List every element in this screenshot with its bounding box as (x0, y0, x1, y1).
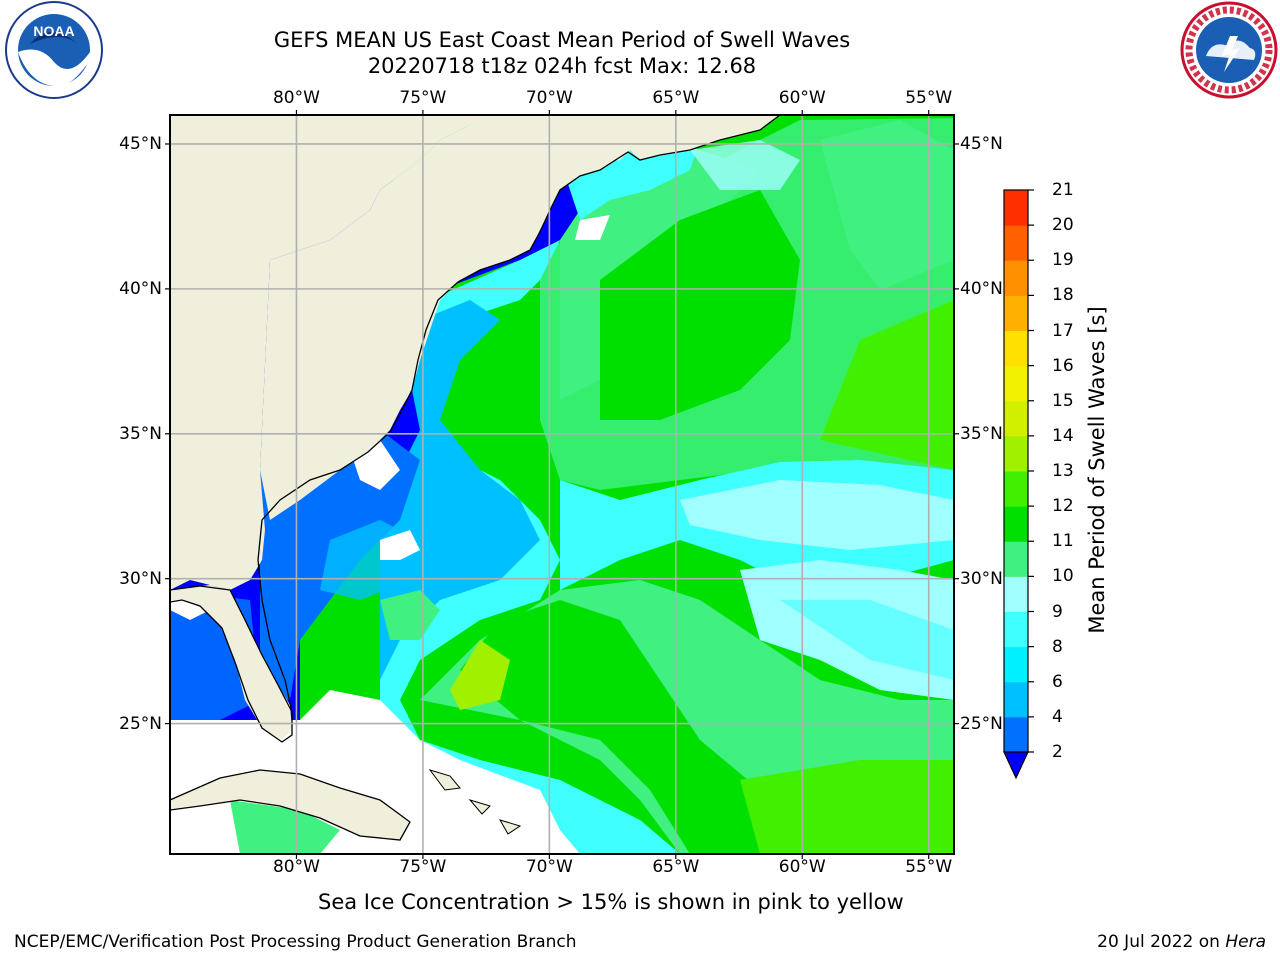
colorbar-tick-label: 8 (1052, 636, 1063, 657)
lat-tick-label-left: 25°N (119, 713, 162, 734)
credit-text: NCEP/EMC/Verification Post Processing Pr… (14, 932, 577, 952)
machine-name: Hera (1225, 932, 1266, 952)
colorbar-segment (1004, 400, 1028, 437)
colorbar-segment (1004, 225, 1028, 261)
colorbar-segment (1004, 190, 1028, 226)
lat-tick-label-right: 45°N (960, 133, 1003, 154)
colorbar-segment (1004, 330, 1028, 367)
map-frame (169, 114, 955, 855)
noaa-logo: NOAA (5, 1, 103, 99)
colorbar-tick-label: 2 (1052, 742, 1063, 762)
colorbar-tick-label: 4 (1052, 706, 1063, 727)
map-field (170, 115, 954, 854)
lat-tick-label-right: 30°N (960, 568, 1003, 589)
colorbar-segment (1004, 365, 1028, 402)
lon-tick-label-bottom: 55°W (905, 857, 953, 877)
lon-tick-label-bottom: 75°W (399, 857, 447, 877)
lon-tick-label-top: 75°W (399, 88, 447, 108)
lat-tick-label-left: 35°N (119, 423, 162, 444)
colorbar-tick-label: 21 (1052, 180, 1074, 200)
colorbar-tick-label: 18 (1052, 285, 1074, 306)
lat-tick-label-right: 35°N (960, 423, 1003, 444)
lat-tick-label-left: 45°N (119, 133, 162, 154)
noaa-logo-text: NOAA (33, 23, 74, 39)
lon-tick-label-top: 80°W (272, 88, 320, 108)
sea-ice-note: Sea Ice Concentration > 15% is shown in … (318, 890, 904, 914)
lat-tick-label-left: 40°N (119, 278, 162, 299)
lon-tick-label-bottom: 60°W (778, 857, 826, 877)
chart-subtitle: 20220718 t18z 024h fcst Max: 12.68 (367, 54, 757, 78)
colorbar-under-arrow (1003, 751, 1029, 780)
colorbar-tick-label: 6 (1052, 671, 1063, 692)
lat-tick-label-left: 30°N (119, 568, 162, 589)
lon-tick-label-top: 55°W (905, 88, 953, 108)
colorbar-tick-label: 10 (1052, 566, 1074, 587)
lat-tick-label-right: 40°N (960, 278, 1003, 299)
colorbar-tick-label: 17 (1052, 320, 1074, 341)
colorbar-segment (1004, 295, 1028, 331)
date-stamp: 20 Jul 2022 on Hera (1097, 932, 1266, 952)
colorbar-segment (1004, 681, 1028, 718)
colorbar (1003, 189, 1034, 780)
date-text: 20 Jul 2022 on (1097, 932, 1226, 952)
lat-tick-label-right: 25°N (960, 713, 1003, 734)
colorbar-tick-label: 12 (1052, 496, 1074, 517)
colorbar-tick-label: 14 (1052, 425, 1074, 446)
colorbar-tick-label: 19 (1052, 250, 1074, 271)
colorbar-tick-label: 11 (1052, 531, 1074, 552)
colorbar-label: Mean Period of Swell Waves [s] (1085, 306, 1109, 634)
colorbar-segment (1004, 646, 1028, 683)
chart-title: GEFS MEAN US East Coast Mean Period of S… (273, 28, 851, 52)
lon-tick-label-top: 70°W (525, 88, 573, 108)
lon-tick-label-bottom: 80°W (272, 857, 320, 877)
colorbar-tick-label: 13 (1052, 461, 1074, 481)
colorbar-segment (1004, 435, 1028, 472)
colorbar-segment (1004, 260, 1028, 296)
nws-logo (1180, 1, 1278, 99)
colorbar-tick-label: 9 (1052, 601, 1063, 622)
colorbar-segment (1004, 471, 1028, 507)
lon-tick-label-top: 60°W (778, 88, 826, 108)
colorbar-segment (1004, 611, 1028, 648)
colorbar-tick-label: 16 (1052, 355, 1074, 376)
colorbar-segment (1004, 506, 1028, 542)
lon-tick-label-bottom: 70°W (525, 857, 573, 877)
lon-tick-label-bottom: 65°W (652, 857, 700, 877)
colorbar-tick-label: 15 (1052, 390, 1074, 411)
colorbar-segment (1004, 541, 1028, 577)
map-grid (170, 115, 954, 854)
colorbar-segment (1004, 576, 1028, 612)
lon-tick-label-top: 65°W (652, 88, 700, 108)
colorbar-segment (1004, 716, 1028, 753)
colorbar-tick-label: 20 (1052, 215, 1074, 236)
